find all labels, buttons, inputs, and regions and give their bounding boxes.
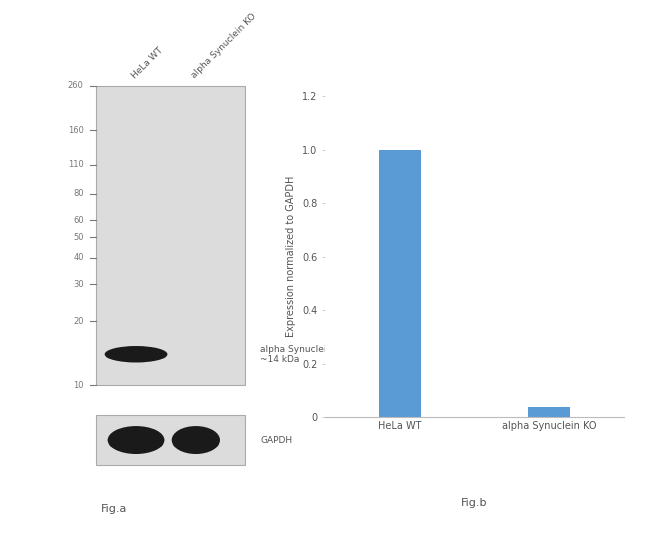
Text: 160: 160 [68, 126, 84, 135]
Text: 20: 20 [73, 317, 84, 326]
Text: 40: 40 [73, 253, 84, 262]
Bar [379, 150, 421, 417]
Text: 10: 10 [73, 381, 84, 389]
Text: 110: 110 [68, 160, 84, 169]
Text: 260: 260 [68, 81, 84, 90]
Ellipse shape [109, 437, 163, 451]
Text: alpha Synuclein KO: alpha Synuclein KO [190, 12, 257, 80]
FancyBboxPatch shape [96, 415, 245, 465]
Ellipse shape [172, 426, 220, 454]
Ellipse shape [108, 426, 164, 454]
Text: 60: 60 [73, 216, 84, 225]
Text: 50: 50 [73, 233, 84, 242]
Text: HeLa WT: HeLa WT [130, 45, 164, 80]
Text: 30: 30 [73, 280, 84, 289]
Ellipse shape [173, 437, 219, 451]
Text: Fig.a: Fig.a [101, 503, 127, 514]
Text: 80: 80 [73, 189, 84, 198]
Bar [528, 407, 570, 417]
Text: alpha Synuclein
~14 kDa: alpha Synuclein ~14 kDa [260, 345, 332, 364]
Text: GAPDH: GAPDH [260, 435, 292, 445]
Y-axis label: Expression normalized to GAPDH: Expression normalized to GAPDH [287, 176, 296, 338]
FancyBboxPatch shape [96, 86, 245, 385]
Ellipse shape [105, 346, 168, 363]
Ellipse shape [106, 353, 166, 361]
Text: Fig.b: Fig.b [462, 498, 488, 508]
